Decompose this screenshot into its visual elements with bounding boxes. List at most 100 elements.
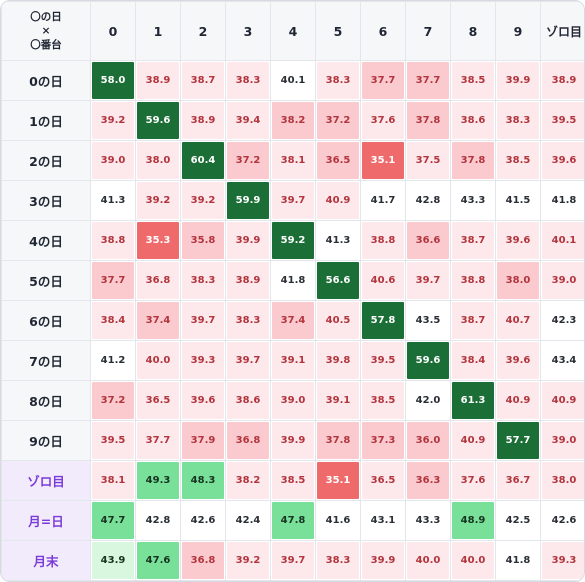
table-cell: 39.7 [270,540,316,581]
table-cell: 40.1 [540,220,584,261]
cell-value: 42.8 [407,182,449,219]
cell-value: 38.3 [182,262,224,299]
cell-value: 57.8 [362,302,404,339]
cell-value: 38.7 [452,222,494,259]
table-cell: 37.8 [450,140,496,181]
cell-value: 38.0 [137,142,179,179]
table-cell: 39.5 [90,420,136,461]
row-header: 3の日 [1,180,91,221]
cell-value: 48.9 [452,502,494,539]
cell-value: 37.2 [92,382,134,419]
table-cell: 37.5 [405,140,451,181]
cell-value: 37.2 [227,142,269,179]
cell-value: 42.0 [407,382,449,419]
table-cell: 61.3 [450,380,496,421]
cell-value: 38.5 [362,382,404,419]
table-row: 7の日 41.2 40.0 39.3 39.7 39.1 39.8 39.5 59.6 38.4 3… [1,340,584,381]
table-cell: 37.7 [405,60,451,101]
table-cell: 39.0 [90,140,136,181]
table-cell: 39.3 [540,540,584,581]
column-header-3: 3 [225,1,271,61]
table-cell: 40.9 [540,380,584,421]
table-cell: 38.0 [540,460,584,501]
table-cell: 47.6 [135,540,181,581]
cell-value: 39.2 [137,182,179,219]
cell-value: 38.2 [272,102,314,139]
cell-value: 39.0 [92,142,134,179]
table-cell: 38.6 [225,380,271,421]
cell-value: 38.3 [317,62,359,99]
table-cell: 41.7 [360,180,406,221]
table-cell: 38.8 [90,220,136,261]
cell-value: 38.3 [497,102,539,139]
table-cell: 41.8 [270,260,316,301]
table-cell: 38.0 [495,260,541,301]
table-cell: 39.0 [540,260,584,301]
table-cell: 38.6 [450,100,496,141]
table-row: 4の日 38.8 35.3 35.8 39.9 59.2 41.3 38.8 36.6 38.7 3… [1,220,584,261]
column-header-8: 8 [450,1,496,61]
cell-value: 36.5 [362,462,404,499]
table-cell: 37.3 [360,420,406,461]
cell-value: 38.5 [497,142,539,179]
table-cell: 36.8 [135,260,181,301]
table-cell: 40.9 [315,180,361,221]
row-header: 4の日 [1,220,91,261]
table-cell: 38.9 [180,100,226,141]
row-header: ゾロ目 [1,460,91,501]
table-cell: 47.8 [270,500,316,541]
cell-value: 36.7 [497,462,539,499]
table-cell: 40.0 [405,540,451,581]
table-cell: 39.2 [180,180,226,221]
cell-value: 38.6 [452,102,494,139]
cell-value: 38.5 [452,62,494,99]
cell-value: 38.7 [182,62,224,99]
cell-value: 39.7 [407,262,449,299]
table-cell: 36.7 [495,460,541,501]
cell-value: 39.0 [272,382,314,419]
cell-value: 49.3 [137,462,179,499]
row-header: 7の日 [1,340,91,381]
cell-value: 48.3 [182,462,224,499]
table-row: 5の日 37.7 36.8 38.3 38.9 41.8 56.6 40.6 39.7 38.8 3… [1,260,584,301]
table-cell: 37.9 [180,420,226,461]
cell-value: 40.6 [362,262,404,299]
table-cell: 42.0 [405,380,451,421]
table-cell: 39.0 [540,420,584,461]
cell-value: 40.1 [542,222,584,259]
cell-value: 39.0 [542,262,584,299]
cell-value: 37.2 [317,102,359,139]
table-cell: 36.0 [405,420,451,461]
table-cell: 37.2 [315,100,361,141]
cell-value: 37.8 [317,422,359,459]
table-cell: 38.3 [225,60,271,101]
cell-value: 58.0 [92,62,134,99]
corner-line-2: × [41,25,51,37]
cell-value: 38.9 [227,262,269,299]
table-cell: 39.7 [225,340,271,381]
table-cell: 37.8 [405,100,451,141]
table-cell: 47.7 [90,500,136,541]
row-header: 9の日 [1,420,91,461]
cell-value: 36.6 [407,222,449,259]
column-header-6: 6 [360,1,406,61]
cell-value: 39.4 [227,102,269,139]
cell-value: 37.7 [137,422,179,459]
table-cell: 42.5 [495,500,541,541]
table-cell: 38.9 [225,260,271,301]
table-cell: 35.1 [360,140,406,181]
cell-value: 40.9 [317,182,359,219]
table-cell: 40.0 [135,340,181,381]
table-cell: 38.3 [495,100,541,141]
cell-value: 37.7 [407,62,449,99]
table-cell: 38.5 [495,140,541,181]
cell-value: 39.8 [317,342,359,379]
cell-value: 38.3 [227,62,269,99]
cell-value: 39.6 [182,382,224,419]
cell-value: 47.7 [92,502,134,539]
cell-value: 36.8 [227,422,269,459]
cell-value: 38.9 [542,62,584,99]
cell-value: 47.8 [272,502,314,539]
cell-value: 42.4 [227,502,269,539]
table-cell: 39.7 [180,300,226,341]
